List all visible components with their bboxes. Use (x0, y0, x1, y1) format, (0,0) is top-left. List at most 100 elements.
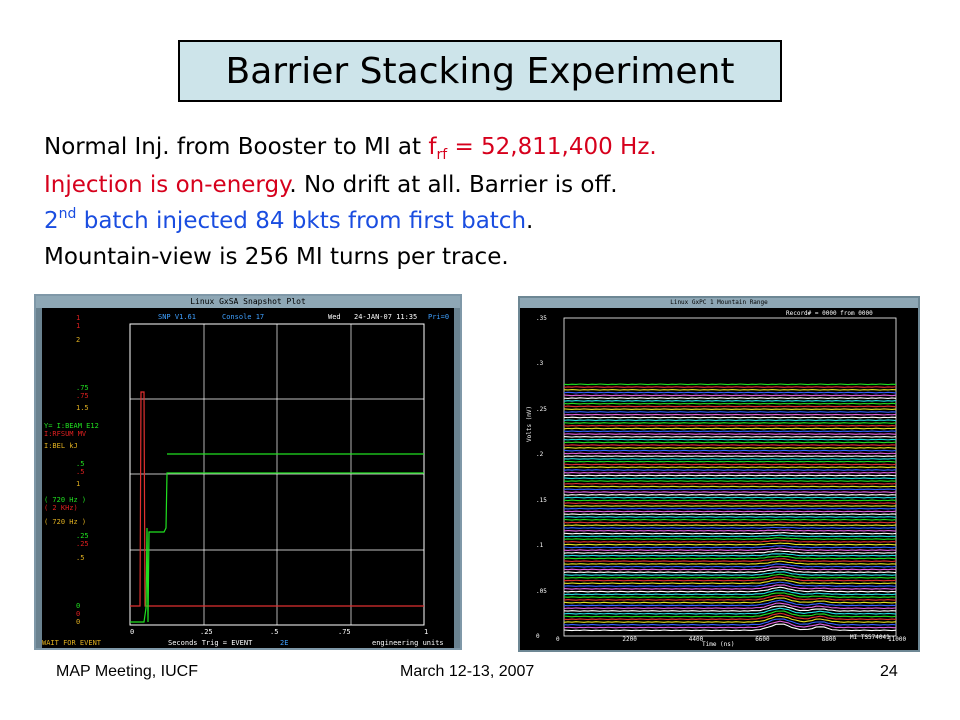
mountain-x-axis-label: Time (ns) (702, 641, 735, 648)
snapshot-plot-window[interactable]: Linux GxSA Snapshot Plot SNP V1.61 Conso… (34, 294, 462, 650)
mountain-trace (563, 391, 897, 394)
mountain-trace (563, 433, 897, 435)
mountain-trace (563, 592, 897, 598)
mountain-corner-label: MI TS574041 (850, 634, 890, 641)
x-tick-05: .5 (270, 628, 279, 636)
mountain-x-tick: 6600 (755, 636, 770, 643)
mountain-trace (563, 584, 897, 590)
mountain-trace (563, 496, 897, 499)
mountain-trace (563, 430, 897, 433)
mountain-trace (563, 607, 897, 615)
mountain-trace (563, 505, 897, 507)
line1-a: Normal Inj. from Booster to MI at (44, 134, 429, 160)
mountain-trace (563, 620, 897, 629)
mountain-trace (563, 581, 897, 587)
mountain-trace (563, 419, 897, 422)
mountain-trace (563, 502, 897, 505)
mountain-trace (563, 589, 897, 596)
snapshot-axis-label: ( 720 Hz ) (44, 496, 87, 504)
snapshot-axis-label: .25 (76, 540, 89, 548)
mountain-trace (563, 480, 897, 482)
snapshot-right-scrollbar[interactable] (454, 308, 460, 648)
snapshot-axis-label: 0 (76, 602, 81, 610)
snapshot-axis-label: I:RFSUM MV (44, 430, 87, 438)
snapshot-left-scrollbar[interactable] (36, 308, 42, 648)
mountain-trace (563, 513, 897, 516)
mountain-trace (563, 594, 897, 601)
text-line-injection-energy: Injection is on-energy. No drift at all.… (44, 172, 618, 198)
mountain-trace (563, 610, 897, 618)
record-number: Record# = 0000 from 0000 (786, 310, 873, 317)
text-line-mountain-view: Mountain-view is 256 MI turns per trace. (44, 244, 509, 270)
x-tick-025: .25 (200, 628, 213, 636)
mountain-trace (563, 466, 897, 469)
mountain-trace (563, 534, 897, 538)
mountain-trace (563, 553, 897, 557)
mountain-plot-area (563, 317, 897, 637)
mountain-trace (563, 435, 897, 438)
mountain-trace (563, 555, 897, 560)
mountain-trace (563, 605, 897, 612)
snapshot-axis-label: 0 (76, 618, 81, 626)
mountain-trace (563, 526, 897, 529)
mountain-trace (563, 568, 897, 574)
snapshot-axis-label: 1 (76, 314, 81, 322)
mountain-trace (563, 444, 897, 446)
mountain-trace (563, 427, 897, 430)
mountain-range-window[interactable]: Linux GxPC 1 Mountain Range Record# = 00… (518, 296, 920, 652)
snapshot-axis-label: ( 2 KHz) (44, 504, 78, 512)
mountain-trace (563, 545, 897, 549)
mountain-trace (563, 386, 897, 388)
snapshot-version: SNP V1.61 (158, 313, 196, 321)
snapshot-day: Wed (328, 313, 341, 321)
mountain-trace (563, 469, 897, 471)
mountain-trace (563, 602, 897, 610)
mountain-trace (563, 494, 897, 496)
line1-f: f (428, 134, 437, 160)
snapshot-axis-label: ( 720 Hz ) (44, 518, 87, 526)
mountain-x-tick: 11000 (888, 636, 907, 643)
footer-page-number: 24 (880, 663, 898, 680)
mountain-trace (563, 397, 897, 399)
wait-for-event-status: WAIT FOR EVENT (42, 639, 102, 647)
mountain-window-titlebar[interactable]: Linux GxPC 1 Mountain Range (520, 298, 918, 308)
mountain-trace (563, 441, 897, 444)
mountain-trace (563, 597, 897, 604)
mountain-trace (563, 615, 897, 623)
mountain-trace (563, 394, 897, 397)
mountain-trace (563, 599, 897, 607)
units-label: engineering units (372, 639, 444, 647)
line1-sub: rf (436, 147, 448, 163)
mountain-trace (563, 488, 897, 491)
mountain-trace (563, 586, 897, 593)
mountain-x-tick: 0 (556, 636, 560, 643)
snapshot-priority: Pri=0 (428, 313, 450, 321)
mountain-trace (563, 531, 897, 535)
line3-a: batch injected 84 bkts from first batch (76, 208, 527, 234)
mountain-trace (563, 458, 897, 460)
beam-trace (130, 472, 424, 623)
mountain-trace (563, 400, 897, 402)
mountain-y-tick: .05 (536, 587, 547, 595)
text-line-second-batch: 2nd batch injected 84 bkts from first ba… (44, 206, 533, 234)
snapshot-console: Console 17 (222, 313, 265, 321)
mountain-trace (563, 612, 897, 621)
line2-a: Injection is on-energy (44, 172, 290, 198)
snapshot-axis-label: .5 (76, 554, 85, 562)
mountain-trace (563, 524, 897, 527)
x-tick-0: 0 (130, 628, 135, 636)
time-axis-label: Seconds Trig = EVENT (168, 639, 253, 647)
snapshot-window-titlebar[interactable]: Linux GxSA Snapshot Plot (36, 296, 460, 308)
mountain-trace (563, 516, 897, 518)
mountain-trace (563, 422, 897, 424)
mountain-trace (563, 550, 897, 554)
mountain-trace (563, 438, 897, 441)
trigger-event-code: 2E (280, 639, 289, 647)
mountain-trace (563, 499, 897, 502)
mountain-trace (563, 449, 897, 452)
mountain-x-tick: 2200 (622, 636, 637, 643)
mountain-trace (563, 460, 897, 463)
footer-meeting: MAP Meeting, IUCF (56, 663, 198, 680)
snapshot-axis-label: .5 (76, 460, 85, 468)
mountain-trace (563, 571, 897, 576)
